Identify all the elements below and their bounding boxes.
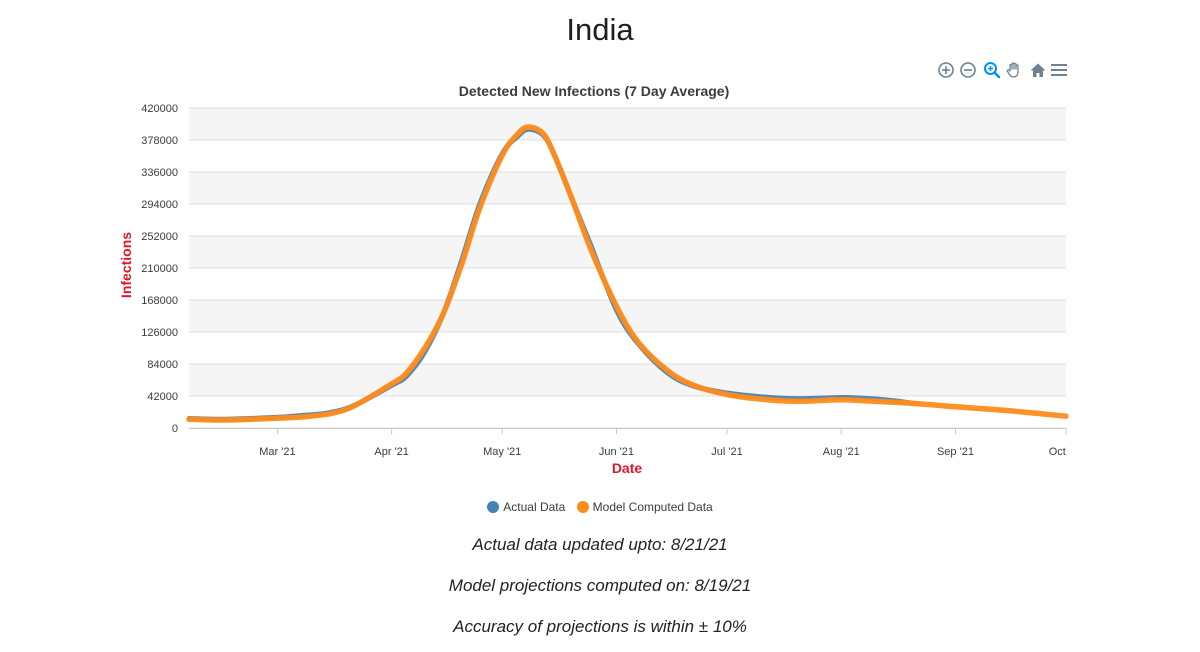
legend-label-actual: Actual Data [503, 500, 566, 514]
chart-title: Detected New Infections (7 Day Average) [459, 83, 730, 99]
page-title: India [566, 12, 634, 47]
chart-legend: Actual Data Model Computed Data [0, 500, 1200, 516]
x-tick-label: Apr '21 [374, 446, 409, 458]
line-chart: Detected New Infections (7 Day Average) … [118, 83, 1084, 476]
grid-band [189, 108, 1066, 140]
x-tick-label: Jun '21 [599, 446, 634, 458]
x-axis: Mar '21 Apr '21 May '21 Jun '21 Jul '21 Aug '… [189, 428, 1084, 458]
y-tick-label: 126000 [141, 327, 178, 339]
x-tick-label: Mar '21 [259, 446, 295, 458]
y-tick-label: 294000 [141, 199, 178, 211]
zoom-out-icon[interactable] [958, 60, 978, 80]
grid-band [189, 236, 1066, 268]
y-axis-title: Infections [118, 232, 134, 298]
y-tick-label: 42000 [147, 391, 178, 403]
grid-band [189, 364, 1066, 396]
legend-marker-actual [487, 501, 500, 513]
y-tick-label: 0 [172, 423, 178, 435]
x-tick-label: Sep '21 [937, 446, 974, 458]
y-tick-label: 210000 [141, 263, 178, 275]
footnote-model-computed: Model projections computed on: 8/19/21 [448, 576, 752, 595]
zoom-in-icon[interactable] [936, 60, 956, 80]
x-tick-label: Aug '21 [823, 446, 860, 458]
series-line-model-computed-data [186, 124, 1069, 423]
y-axis: 0 42000 84000 126000 168000 210000 252000 29400… [141, 103, 178, 435]
x-tick-label: Jul '21 [711, 446, 742, 458]
legend-item-model-data[interactable]: Model Computed Data [576, 500, 713, 514]
y-tick-label: 336000 [141, 167, 178, 179]
y-tick-label: 252000 [141, 231, 178, 243]
x-axis-title: Date [612, 460, 643, 476]
footnote-actual-updated: Actual data updated upto: 8/21/21 [472, 535, 728, 554]
grid [189, 107, 1066, 429]
chart-toolbar [936, 60, 1072, 82]
x-tick-label: Oct '21 [1049, 446, 1084, 458]
selection-zoom-icon[interactable] [982, 60, 1002, 80]
legend-item-actual-data[interactable]: Actual Data [487, 500, 565, 514]
y-tick-label: 84000 [147, 359, 178, 371]
x-tick-label: May '21 [483, 446, 521, 458]
y-tick-label: 420000 [141, 103, 178, 115]
y-tick-label: 168000 [141, 295, 178, 307]
reset-home-icon[interactable] [1028, 60, 1048, 80]
grid-band [189, 172, 1066, 204]
legend-marker-model [576, 501, 589, 513]
footnote-accuracy: Accuracy of projections is within ± 10% [453, 617, 747, 636]
legend-label-model: Model Computed Data [592, 500, 713, 514]
menu-icon[interactable] [1049, 60, 1069, 80]
pan-hand-icon[interactable] [1004, 60, 1024, 80]
y-tick-label: 378000 [141, 135, 178, 147]
series-layer [186, 124, 1069, 423]
